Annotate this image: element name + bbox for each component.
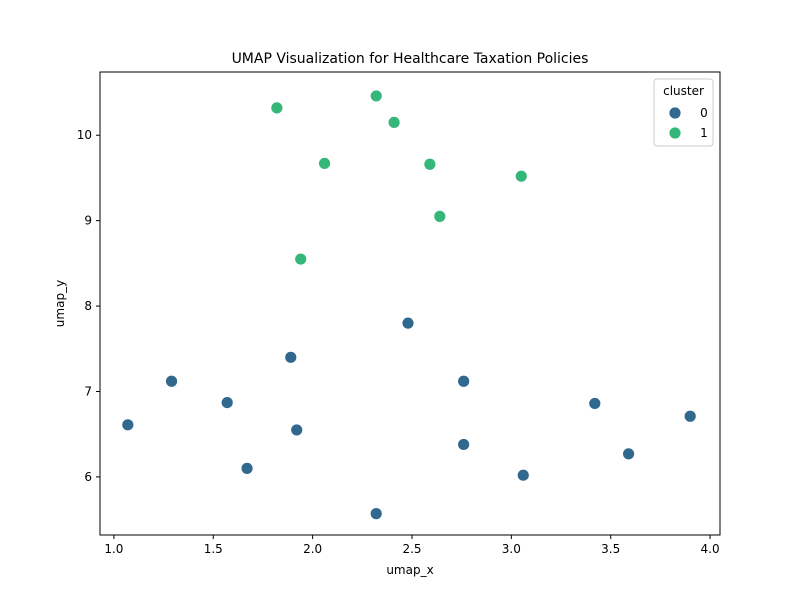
x-axis-label: umap_x <box>386 563 433 577</box>
legend-entries: 01 <box>668 106 708 140</box>
y-tick-label: 8 <box>84 299 92 313</box>
data-point-cluster-0 <box>284 350 298 364</box>
data-point-cluster-0 <box>683 409 697 423</box>
data-point-cluster-0 <box>290 423 304 437</box>
data-point-cluster-1 <box>270 101 284 115</box>
legend-title: cluster <box>663 84 704 98</box>
data-point-cluster-0 <box>457 438 471 451</box>
data-point-cluster-1 <box>423 157 437 171</box>
data-point-cluster-0 <box>516 468 530 482</box>
y-tick-label: 9 <box>84 214 92 228</box>
x-tick-label: 3.0 <box>502 542 521 556</box>
data-point-cluster-0 <box>401 316 415 330</box>
legend-label-0: 0 <box>700 106 708 120</box>
legend-marker-1 <box>668 126 682 140</box>
data-point-cluster-1 <box>433 209 447 223</box>
data-point-cluster-1 <box>294 252 308 266</box>
x-tick-label: 1.5 <box>204 542 223 556</box>
data-point-cluster-0 <box>121 418 135 432</box>
x-tick-label: 1.0 <box>104 542 123 556</box>
y-axis-label: umap_y <box>53 280 67 327</box>
data-point-cluster-0 <box>622 447 635 461</box>
data-point-cluster-1 <box>514 169 528 183</box>
data-point-cluster-1 <box>387 116 401 129</box>
y-axis: 6 7 8 9 10 <box>77 128 100 484</box>
chart-title: UMAP Visualization for Healthcare Taxati… <box>232 51 589 67</box>
legend: cluster 01 <box>653 78 714 147</box>
y-tick-label: 6 <box>84 470 92 484</box>
x-tick-label: 2.5 <box>402 542 421 556</box>
data-point-cluster-0 <box>457 374 471 388</box>
data-point-cluster-0 <box>165 374 178 388</box>
x-tick-label: 2.0 <box>303 542 322 556</box>
data-point-cluster-1 <box>318 157 331 170</box>
plot-frame <box>99 71 721 536</box>
x-tick-label: 4.0 <box>701 542 720 556</box>
data-point-cluster-0 <box>240 461 254 475</box>
legend-box <box>653 78 714 147</box>
x-tick-label: 3.5 <box>601 542 620 556</box>
y-tick-label: 7 <box>84 384 92 398</box>
x-axis: 1.0 1.5 2.0 2.5 3.0 3.5 4.0 <box>104 535 720 556</box>
points-layer <box>121 89 697 521</box>
data-point-cluster-0 <box>369 507 383 521</box>
data-point-cluster-0 <box>588 397 602 410</box>
data-point-cluster-0 <box>220 396 234 409</box>
legend-marker-0 <box>668 106 682 120</box>
legend-label-1: 1 <box>700 126 708 140</box>
y-tick-label: 10 <box>77 128 92 142</box>
data-point-cluster-1 <box>369 89 383 103</box>
